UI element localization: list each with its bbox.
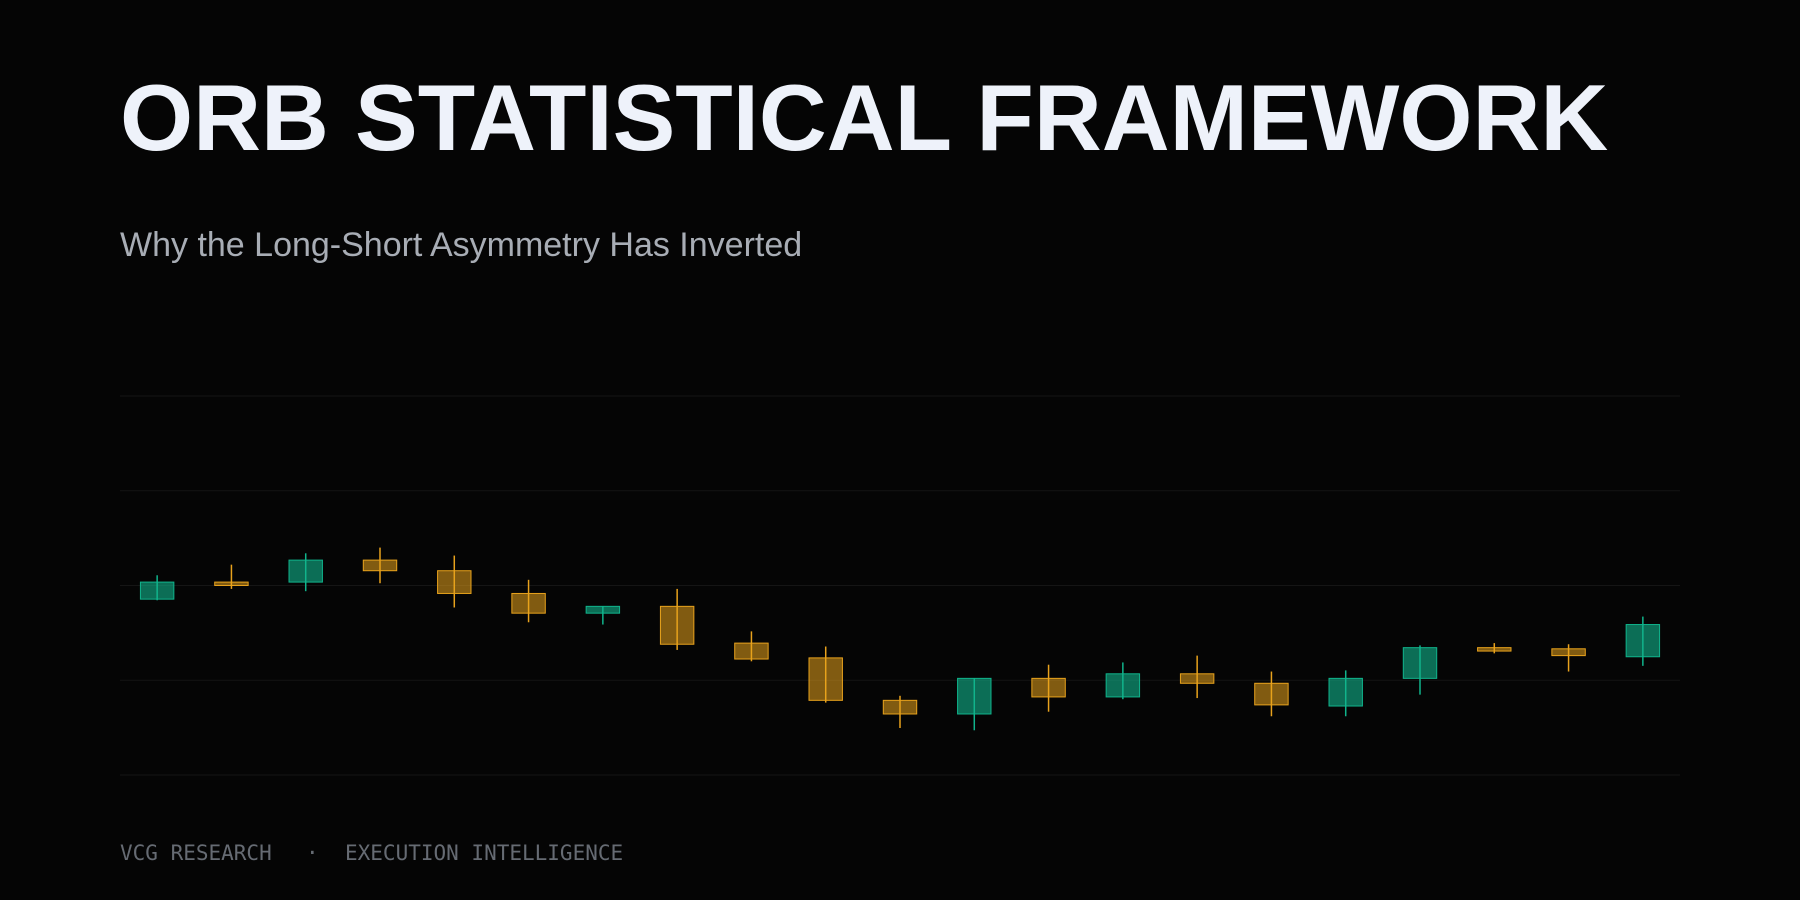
candle-body	[585, 605, 621, 614]
footer-tagline: EXECUTION INTELLIGENCE	[345, 841, 623, 865]
candle-body	[362, 559, 398, 572]
candle-body	[808, 657, 843, 701]
candle-body	[734, 642, 769, 660]
candle-body	[1328, 677, 1363, 707]
candle-body	[1625, 624, 1661, 658]
candle-body	[214, 581, 249, 586]
candle-body	[957, 677, 992, 715]
candle-body	[1402, 647, 1438, 679]
candle-body	[1031, 677, 1066, 698]
candle-body	[1179, 673, 1215, 684]
candle-body	[1254, 682, 1289, 706]
chart-subtitle: Why the Long-Short Asymmetry Has Inverte…	[120, 226, 802, 264]
chart-title: ORB STATISTICAL FRAMEWORK	[120, 65, 1608, 170]
candle-body	[659, 605, 695, 645]
candle-body	[1477, 647, 1512, 652]
candle-body	[511, 592, 546, 614]
candle-body	[1105, 673, 1141, 698]
candle-body	[882, 699, 918, 715]
candle-body	[288, 559, 323, 583]
candle-body	[139, 581, 175, 600]
candle-body	[1551, 648, 1586, 657]
candle-body	[437, 570, 472, 594]
footer-separator: ·	[306, 841, 319, 865]
footer-brand: VCG RESEARCH	[120, 841, 272, 865]
